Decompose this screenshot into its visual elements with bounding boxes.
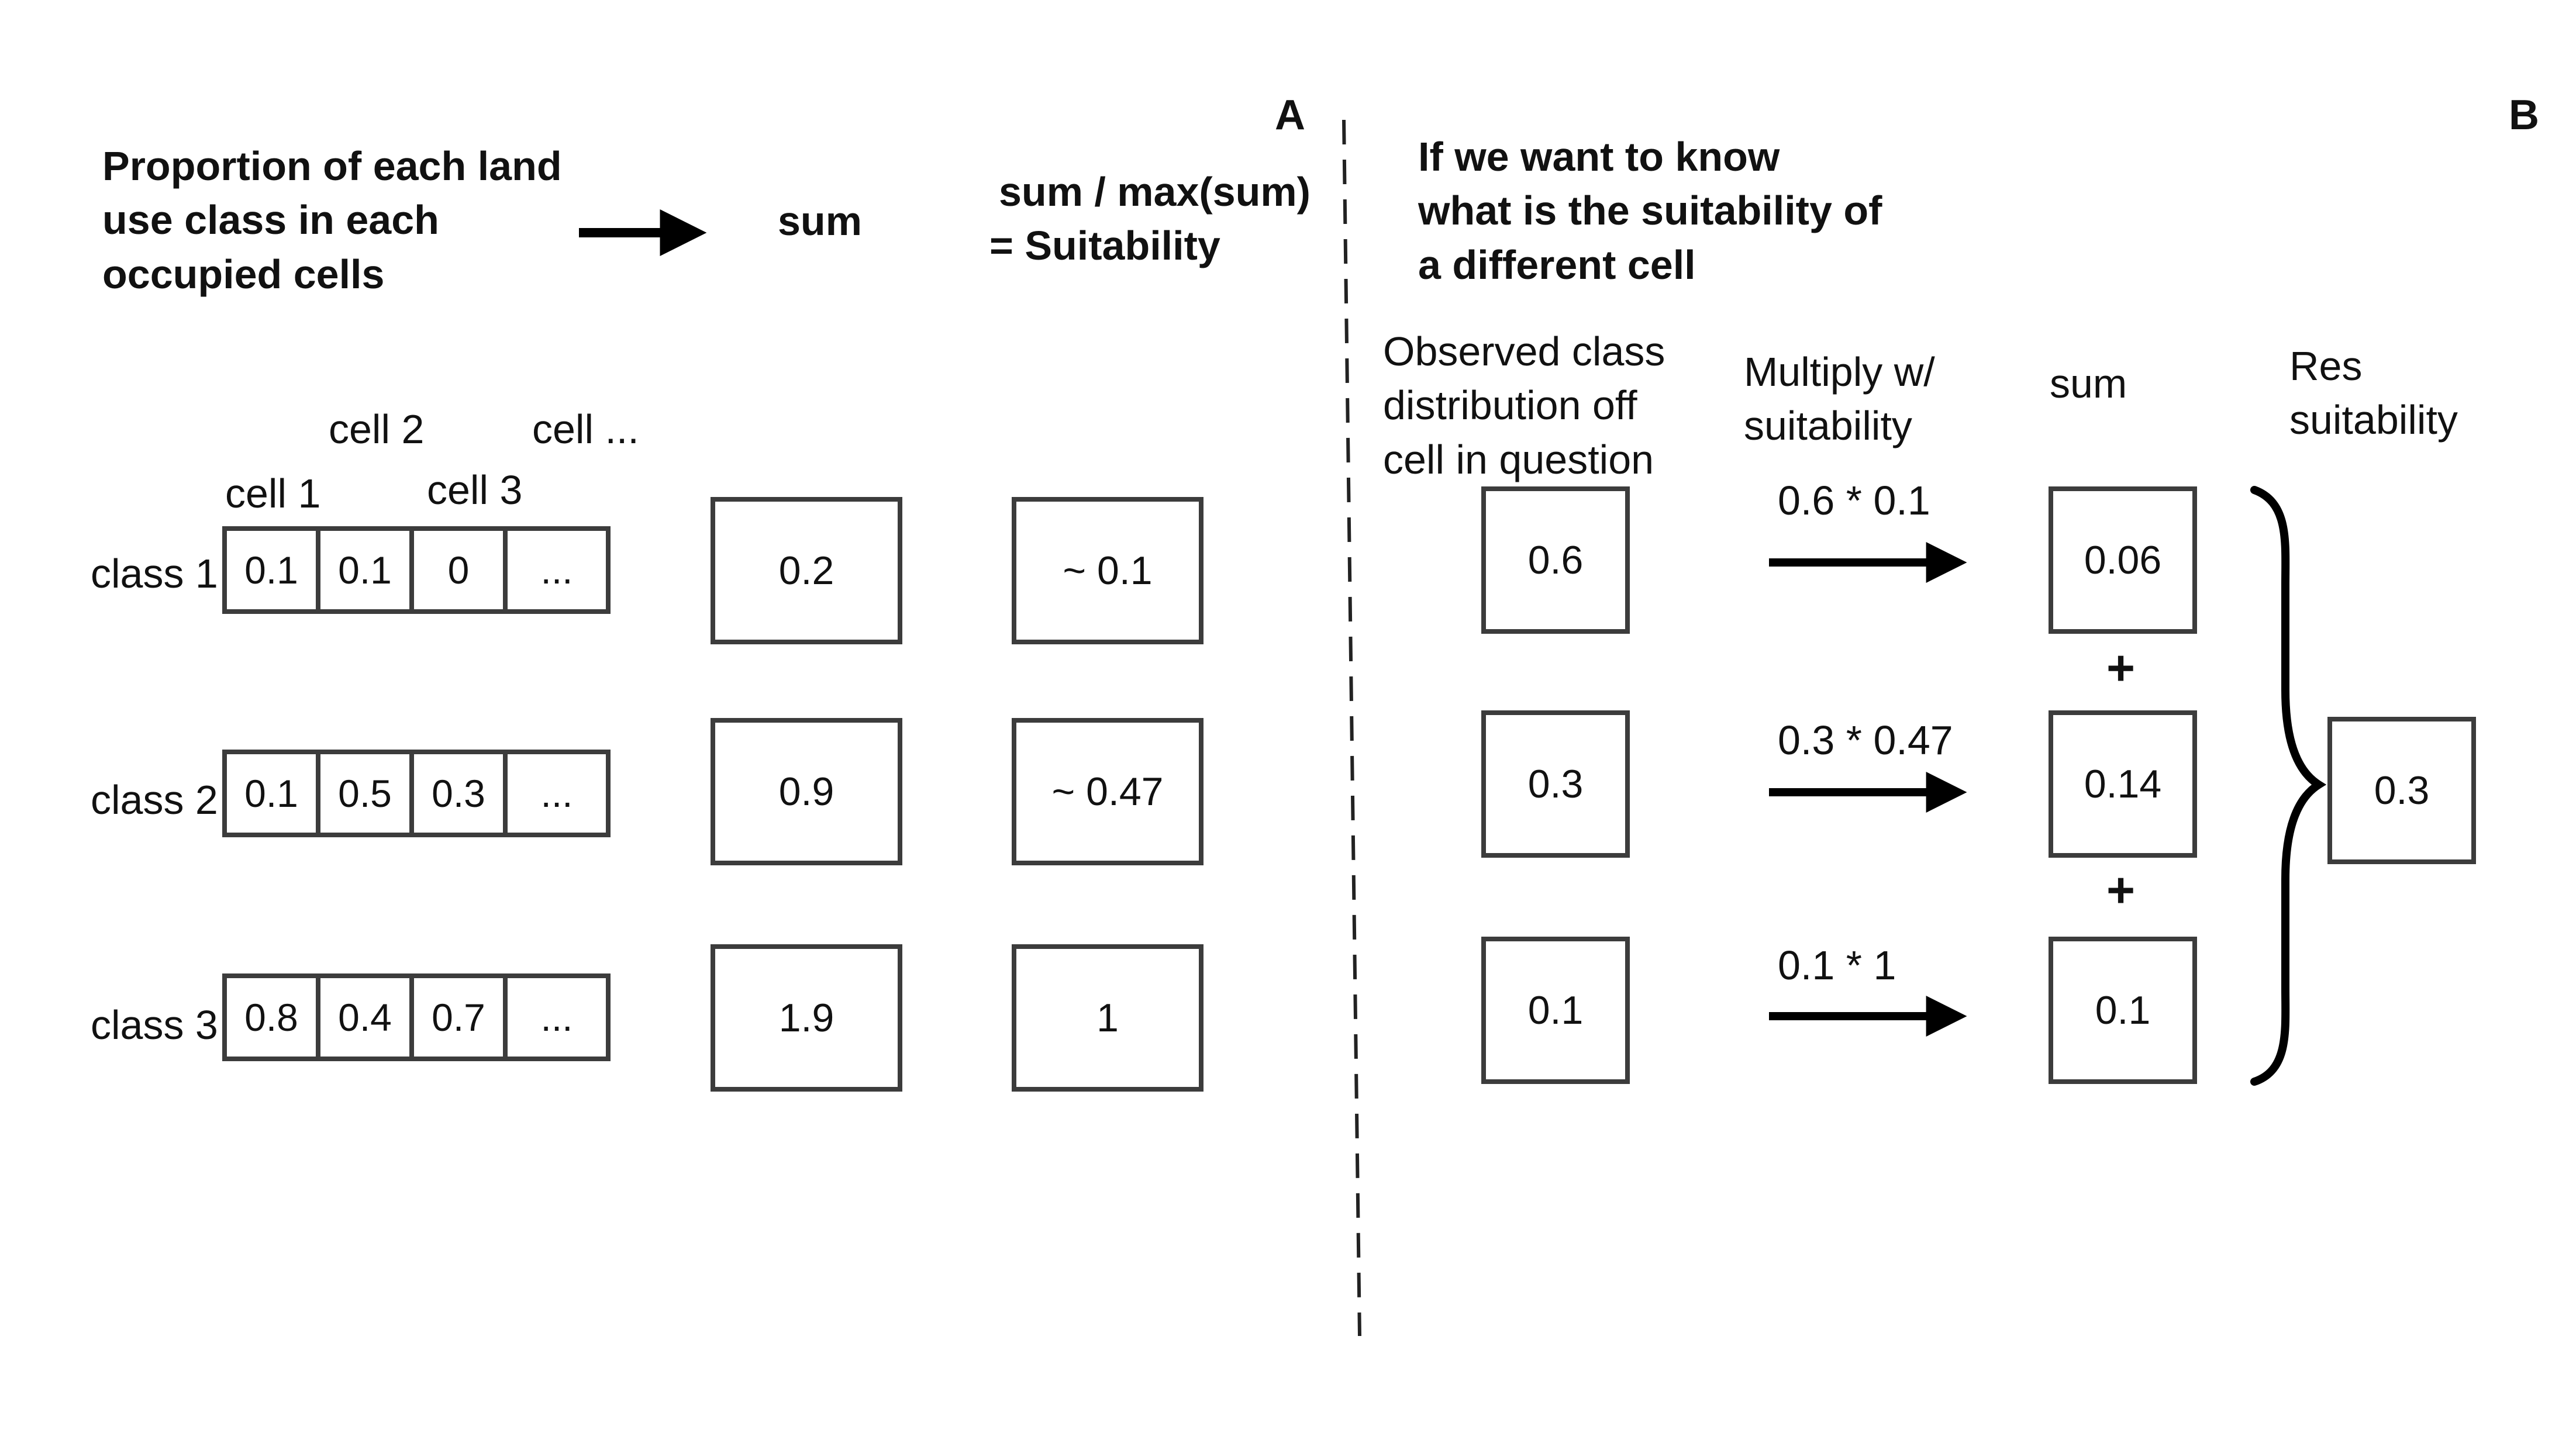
cell-more-label: cell ...: [532, 406, 639, 452]
plus-sign: +: [2106, 640, 2136, 695]
class-label: class 3: [91, 1002, 218, 1048]
proportion-header-line-3: occupied cells: [102, 251, 385, 297]
sum-header: sum: [778, 198, 862, 244]
proportion-cell: ...: [503, 973, 611, 1061]
right-brace-icon: [2250, 486, 2327, 1086]
observed-header-line-2: distribution off: [1383, 382, 1637, 429]
proportion-cell: 0.1: [222, 750, 320, 837]
sum-box: 1.9: [711, 944, 902, 1092]
cell-1-label: cell 1: [225, 471, 321, 516]
proportion-cell: 0.8: [222, 973, 320, 1061]
sum-box: 0.2: [711, 497, 902, 644]
proportion-cell: 0.1: [316, 526, 414, 614]
multiply-formula: 0.1 * 1: [1778, 943, 1896, 988]
observed-column-header: Observed class distribution off cell in …: [1383, 324, 1665, 486]
panel-b-header-line-2: what is the suitability of: [1418, 188, 1882, 234]
proportion-cell: 0.5: [316, 750, 414, 837]
observed-box: 0.3: [1481, 710, 1630, 858]
panel-divider: [1342, 119, 1361, 1337]
observed-header-line-1: Observed class: [1383, 329, 1665, 374]
suitability-header-line-2: = Suitability: [989, 223, 1220, 269]
proportion-header-line-1: Proportion of each land: [102, 143, 562, 189]
panel-label-b: B: [2509, 92, 2539, 139]
proportion-cell: 0: [409, 526, 508, 614]
panel-b-header: If we want to know what is the suitabili…: [1418, 130, 1882, 292]
proportion-header-line-2: use class in each: [102, 197, 439, 243]
sum-box: 0.9: [711, 718, 902, 865]
plus-sign: +: [2106, 862, 2136, 917]
multiply-header-line-1: Multiply w/: [1744, 349, 1935, 395]
panel-b-header-line-1: If we want to know: [1418, 134, 1780, 179]
class-2-cell-row: 0.1 0.5 0.3 ...: [222, 750, 611, 837]
proportion-cell: 0.4: [316, 973, 414, 1061]
observed-box: 0.6: [1481, 486, 1630, 634]
observed-box: 0.1: [1481, 937, 1630, 1084]
result-column-header: Res suitability: [2289, 339, 2458, 447]
suitability-box: ~ 0.47: [1012, 718, 1203, 865]
result-box: 0.3: [2327, 717, 2476, 864]
proportion-cell: 0.1: [222, 526, 320, 614]
panel-b-header-line-3: a different cell: [1418, 241, 1696, 288]
panel-label-a: A: [1275, 92, 1305, 139]
class-3-cell-row: 0.8 0.4 0.7 ...: [222, 973, 611, 1061]
multiply-formula: 0.6 * 0.1: [1778, 478, 1930, 523]
multiply-header-line-2: suitability: [1744, 403, 1912, 449]
class-label: class 2: [91, 777, 218, 823]
observed-header-line-3: cell in question: [1383, 436, 1654, 482]
proportion-header: Proportion of each land use class in eac…: [102, 139, 562, 301]
cell-2-label: cell 2: [329, 406, 425, 452]
suitability-box: ~ 0.1: [1012, 497, 1203, 644]
product-box: 0.1: [2049, 937, 2197, 1084]
suitability-box: 1: [1012, 944, 1203, 1092]
proportion-cell: 0.7: [409, 973, 508, 1061]
suitability-header: sum / max(sum) = Suitability: [989, 165, 1311, 273]
result-header-line-2: suitability: [2289, 397, 2458, 443]
proportion-cell: ...: [503, 526, 611, 614]
product-box: 0.06: [2049, 486, 2197, 634]
cell-3-label: cell 3: [427, 467, 523, 513]
multiply-formula: 0.3 * 0.47: [1778, 717, 1953, 763]
proportion-cell: ...: [503, 750, 611, 837]
suitability-header-line-1: sum / max(sum): [999, 169, 1311, 215]
multiply-column-header: Multiply w/ suitability: [1744, 345, 1935, 453]
class-1-cell-row: 0.1 0.1 0 ...: [222, 526, 611, 614]
result-header-line-1: Res: [2289, 343, 2363, 389]
class-label: class 1: [91, 551, 218, 596]
sum-column-header: sum: [2050, 361, 2127, 406]
product-box: 0.14: [2049, 710, 2197, 858]
